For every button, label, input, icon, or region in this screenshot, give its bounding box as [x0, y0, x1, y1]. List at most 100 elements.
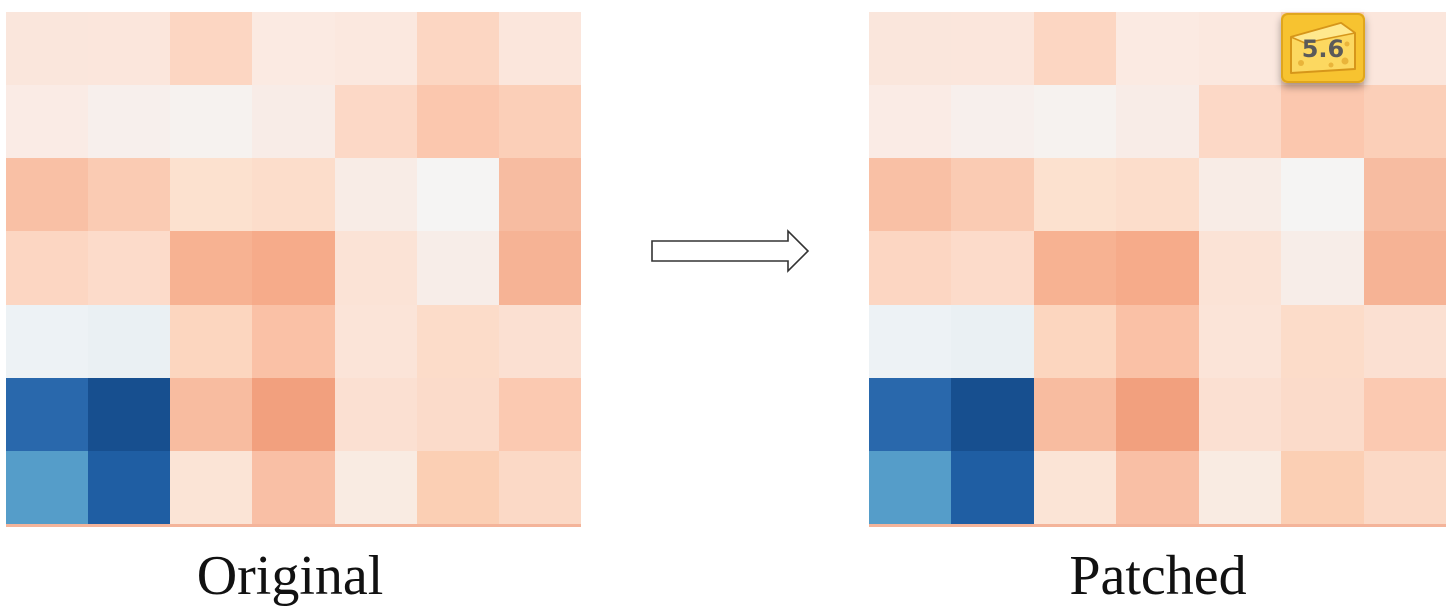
heatmap-cell: [1116, 158, 1199, 232]
heatmap-cell: [1198, 12, 1282, 86]
heatmap-cell: [1281, 85, 1364, 159]
heatmap-cell: [1281, 158, 1364, 232]
heatmap-cell: [951, 231, 1034, 305]
heatmap-cell: [498, 85, 581, 159]
heatmap-cell: [88, 12, 171, 86]
heatmap-cell: [334, 304, 417, 378]
heatmap-cell: [170, 304, 253, 378]
patched-label: Patched: [1069, 545, 1247, 607]
heatmap-cell: [170, 231, 253, 305]
original-label: Original: [196, 545, 384, 607]
heatmap-cell: [1198, 450, 1282, 524]
heatmap-cell: [951, 85, 1034, 159]
cheese-icon: [1290, 22, 1356, 74]
heatmap-cell: [1281, 231, 1364, 305]
heatmap-cell: [1033, 304, 1117, 378]
heatmap-cell: [869, 85, 952, 159]
heatmap-cell: [498, 377, 581, 451]
heatmap-cell: [1281, 450, 1364, 524]
heatmap-cell: [869, 450, 952, 524]
heatmap-cell: [498, 304, 581, 378]
right-arrow-icon: [651, 229, 810, 273]
heatmap-cell: [6, 377, 89, 451]
heatmap-cell: [869, 231, 952, 305]
heatmap-cell: [170, 158, 253, 232]
heatmap-cell: [6, 450, 89, 524]
heatmap-cell: [1363, 85, 1446, 159]
heatmap-cell: [334, 377, 417, 451]
heatmap-cell: [252, 158, 335, 232]
heatmap-cell: [498, 158, 581, 232]
heatmap-cell: [951, 12, 1034, 86]
original-heatmap: [6, 12, 581, 527]
heatmap-cell: [498, 450, 581, 524]
heatmap-cell: [1363, 450, 1446, 524]
heatmap-cell: [1116, 450, 1199, 524]
heatmap-cell: [6, 304, 89, 378]
heatmap-cell: [252, 377, 335, 451]
heatmap-cell: [252, 231, 335, 305]
heatmap-cell: [498, 12, 581, 86]
heatmap-cell: [252, 12, 335, 86]
heatmap-cell: [334, 85, 417, 159]
heatmap-cell: [1116, 377, 1199, 451]
heatmap-cell: [1363, 158, 1446, 232]
heatmap-cell: [88, 304, 171, 378]
heatmap-cell: [416, 450, 499, 524]
heatmap-cell: [170, 85, 253, 159]
heatmap-cell: [1363, 304, 1446, 378]
heatmap-cell: [6, 158, 89, 232]
heatmap-cell: [88, 231, 171, 305]
heatmap-cell: [252, 304, 335, 378]
heatmap-cell: [869, 158, 952, 232]
heatmap-cell: [869, 377, 952, 451]
heatmap-cell: [416, 377, 499, 451]
heatmap-cell: [416, 12, 499, 86]
cheese-badge: 5.6: [1281, 13, 1365, 83]
heatmap-cell: [1363, 231, 1446, 305]
heatmap-cell: [1198, 304, 1282, 378]
heatmap-cell: [170, 450, 253, 524]
heatmap-cell: [1116, 85, 1199, 159]
heatmap-cell: [334, 12, 417, 86]
heatmap-cell: [1116, 304, 1199, 378]
heatmap-cell: [951, 450, 1034, 524]
heatmap-cell: [334, 231, 417, 305]
heatmap-cell: [6, 231, 89, 305]
heatmap-cell: [1033, 158, 1117, 232]
heatmap-cell: [252, 450, 335, 524]
heatmap-cell: [1198, 231, 1282, 305]
heatmap-cell: [1033, 12, 1117, 86]
heatmap-cell: [1198, 377, 1282, 451]
heatmap-cell: [334, 450, 417, 524]
heatmap-cell: [88, 158, 171, 232]
heatmap-cell: [1198, 85, 1282, 159]
heatmap-cell: [416, 304, 499, 378]
heatmap-cell: [88, 85, 171, 159]
heatmap-cell: [1033, 85, 1117, 159]
heatmap-cell: [416, 85, 499, 159]
heatmap-cell: [951, 304, 1034, 378]
heatmap-cell: [1033, 377, 1117, 451]
heatmap-cell: [334, 158, 417, 232]
heatmap-cell: [416, 231, 499, 305]
heatmap-cell: [1116, 231, 1199, 305]
heatmap-cell: [951, 158, 1034, 232]
patched-heatmap: [869, 12, 1446, 527]
heatmap-cell: [1281, 304, 1364, 378]
heatmap-cell: [1198, 158, 1282, 232]
heatmap-cell: [6, 85, 89, 159]
heatmap-cell: [1033, 450, 1117, 524]
heatmap-cell: [1363, 377, 1446, 451]
heatmap-cell: [252, 85, 335, 159]
heatmap-cell: [6, 12, 89, 86]
heatmap-cell: [951, 377, 1034, 451]
heatmap-cell: [1281, 377, 1364, 451]
badge-text: 5.6: [1302, 35, 1345, 63]
heatmap-cell: [1033, 231, 1117, 305]
heatmap-cell: [1363, 12, 1446, 86]
heatmap-cell: [170, 377, 253, 451]
heatmap-cell: [416, 158, 499, 232]
heatmap-cell: [869, 12, 952, 86]
heatmap-cell: [170, 12, 253, 86]
